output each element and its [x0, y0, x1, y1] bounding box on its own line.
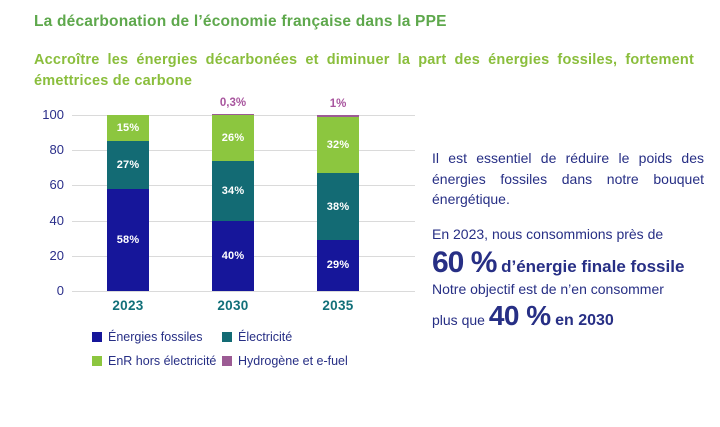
gridline — [72, 291, 415, 292]
consumption-suffix: d’énergie finale fossile — [496, 256, 685, 276]
bar-segment — [317, 115, 359, 117]
page-subtitle-line1: Accroître les énergies décarbonées et di… — [34, 52, 694, 68]
y-axis-tick-label: 80 — [49, 142, 64, 158]
page-title: La décarbonation de l’économie française… — [34, 13, 447, 30]
objective-prefix: plus que — [432, 312, 489, 329]
legend-item: Électricité — [222, 330, 348, 344]
legend-swatch-icon — [92, 356, 102, 366]
consumption-highlight: 60 % d’énergie finale fossile — [432, 246, 704, 280]
page-subtitle: Accroître les énergies décarbonées et di… — [34, 50, 694, 92]
objective-highlight: plus que 40 % en 2030 — [432, 300, 704, 332]
legend-item: Énergies fossiles — [92, 330, 222, 344]
key-message-panel: Il est essentiel de réduire le poids des… — [432, 148, 704, 332]
aside-paragraph: Il est essentiel de réduire le poids des… — [432, 150, 704, 208]
y-axis-tick-label: 20 — [49, 247, 64, 263]
bar-value-label: 40% — [221, 249, 245, 262]
legend-item: Hydrogène et e-fuel — [222, 354, 348, 368]
bar-value-label: 38% — [326, 200, 350, 213]
bar-segment: 58% — [107, 188, 149, 291]
consumption-value: 60 % — [432, 245, 497, 279]
bar-value-label: 34% — [221, 184, 245, 197]
bar-value-label: 15% — [116, 122, 140, 135]
legend-label: EnR hors électricité — [108, 354, 217, 368]
bar-value-label: 32% — [326, 138, 350, 151]
bar-segment: 15% — [107, 115, 149, 142]
y-axis-tick-label: 40 — [49, 212, 64, 228]
objective-value: 40 % — [488, 300, 551, 332]
legend-swatch-icon — [222, 356, 232, 366]
x-axis-category-label: 2035 — [322, 298, 354, 313]
bar-segment: 29% — [317, 239, 359, 291]
bar-value-label: 29% — [326, 259, 350, 272]
page-subtitle-line2: émettrices de carbone — [34, 73, 193, 89]
bar-segment: 26% — [212, 115, 254, 161]
consumption-intro: En 2023, nous consommions près de — [432, 226, 664, 243]
bar-segment: 32% — [317, 116, 359, 174]
stacked-bar-chart-plot-area: 0 20 40 60 80 100 58% 27% 15% 2023 40% 34% 26% 0,3% 20… — [42, 97, 415, 313]
above-bar-label: 0,3% — [219, 97, 247, 110]
bar-segment: 40% — [212, 220, 254, 291]
y-axis-tick-label: 0 — [56, 283, 64, 298]
y-axis-tick-label: 60 — [49, 177, 64, 193]
above-bar-label: 1% — [329, 98, 347, 110]
legend: Énergies fossiles Électricité EnR hors éle… — [92, 330, 348, 368]
bar-segment: 27% — [107, 141, 149, 189]
bar-segment: 38% — [317, 173, 359, 240]
bar-value-label: 26% — [221, 131, 245, 144]
legend-label: Électricité — [238, 330, 293, 344]
legend-item: EnR hors électricité — [92, 354, 222, 368]
legend-swatch-icon — [222, 332, 232, 342]
x-axis-category-label: 2030 — [217, 298, 249, 313]
legend-label: Énergies fossiles — [108, 330, 203, 344]
objective-suffix: en 2030 — [550, 312, 614, 330]
bar-segment: 34% — [212, 160, 254, 221]
objective-intro: Notre objectif est de n’en consommer — [432, 280, 664, 297]
y-axis-tick-label: 100 — [42, 107, 64, 122]
legend-label: Hydrogène et e-fuel — [238, 354, 348, 368]
x-axis-category-label: 2023 — [112, 298, 144, 313]
bar-value-label: 58% — [116, 233, 140, 246]
legend-swatch-icon — [92, 332, 102, 342]
bar-segment — [212, 114, 254, 115]
bar-value-label: 27% — [116, 159, 140, 172]
